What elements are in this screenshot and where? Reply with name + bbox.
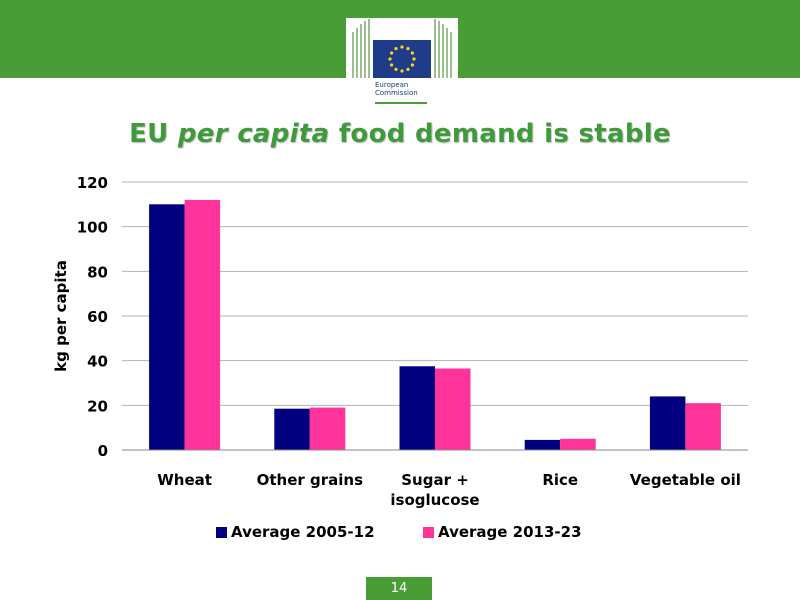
y-axis-ticks: 0 20 40 60 80 100 120 — [77, 174, 108, 460]
logo-line-european: European — [375, 81, 409, 89]
title-part3: food demand is stable — [329, 119, 671, 149]
european-commission-logo: European Commission — [346, 18, 458, 104]
eu-star-icon — [388, 57, 392, 61]
x-category-label: Vegetable oil — [630, 471, 741, 489]
bar — [149, 204, 185, 450]
x-axis-labels: Wheat Other grains Sugar + isoglucose Rice Ve… — [157, 471, 741, 509]
bar — [184, 199, 221, 450]
y-tick-label: 40 — [87, 353, 108, 371]
logo-text: European Commission — [375, 81, 418, 97]
eu-star-icon — [400, 45, 404, 49]
logo-line-commission: Commission — [375, 89, 418, 97]
eu-star-icon — [412, 57, 416, 61]
bar-chart: 0 20 40 60 80 100 120 Wheat Other grains Sugar +… — [52, 174, 748, 541]
bars — [149, 199, 721, 451]
bar — [560, 438, 596, 450]
bar — [435, 368, 471, 450]
commission-building-icon — [352, 19, 452, 78]
y-tick-label: 0 — [98, 442, 108, 460]
x-category-label: Other grains — [257, 471, 363, 489]
eu-star-icon — [400, 69, 404, 73]
eu-star-icon — [394, 47, 398, 51]
page-number: 14 — [366, 577, 432, 600]
bar — [274, 408, 310, 450]
y-axis-title: kg per capita — [52, 260, 70, 372]
bar — [685, 403, 721, 450]
eu-star-icon — [394, 67, 398, 71]
bar — [399, 366, 435, 451]
bar — [524, 439, 561, 450]
eu-star-icon — [410, 51, 414, 55]
eu-star-icon — [406, 47, 410, 51]
eu-star-icon — [406, 67, 410, 71]
legend-label: Average 2005-12 — [231, 523, 375, 541]
x-category-label: Wheat — [157, 471, 212, 489]
y-tick-label: 100 — [77, 219, 108, 237]
bar — [649, 396, 686, 450]
logo-underline — [375, 102, 427, 104]
slide-title: EU per capita food demand is stable — [0, 119, 800, 149]
y-tick-label: 60 — [87, 308, 108, 326]
y-tick-label: 80 — [87, 263, 108, 281]
eu-star-icon — [410, 63, 414, 67]
x-category-label: Sugar + isoglucose — [390, 471, 479, 509]
x-category-label: Rice — [542, 471, 578, 489]
y-tick-label: 20 — [87, 397, 108, 415]
legend-label: Average 2013-23 — [438, 523, 582, 541]
legend-swatch — [216, 527, 227, 538]
title-part2: per capita — [177, 119, 330, 149]
eu-star-icon — [390, 63, 394, 67]
title-part1: EU — [129, 119, 178, 149]
legend: Average 2005-12 Average 2013-23 — [216, 523, 582, 541]
y-tick-label: 120 — [77, 174, 108, 192]
bar — [309, 407, 346, 450]
legend-swatch — [423, 527, 434, 538]
eu-star-icon — [390, 51, 394, 55]
